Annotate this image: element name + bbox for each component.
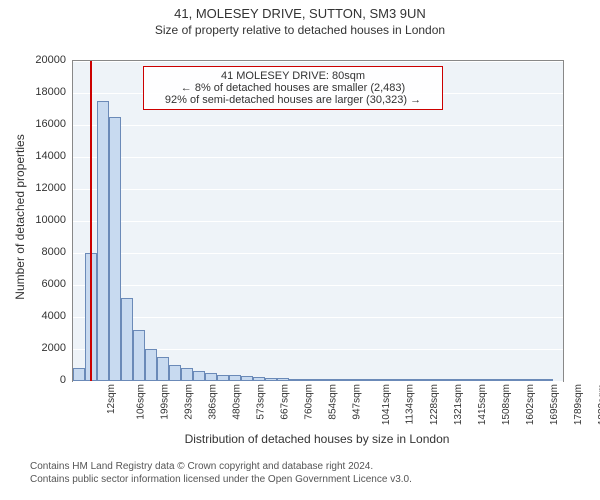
grid-line xyxy=(73,61,563,62)
x-tick-label: 1789sqm xyxy=(573,384,584,425)
x-tick-label: 480sqm xyxy=(232,384,243,420)
x-tick-label: 1508sqm xyxy=(501,384,512,425)
x-tick-label: 1695sqm xyxy=(549,384,560,425)
histogram-bar xyxy=(277,378,289,381)
histogram-bar xyxy=(157,357,169,381)
annotation-line: 92% of semi-detached houses are larger (… xyxy=(150,94,436,106)
histogram-bar xyxy=(541,379,553,381)
histogram-bar xyxy=(397,379,409,381)
footer-attribution: Contains HM Land Registry data © Crown c… xyxy=(30,460,412,486)
histogram-bar xyxy=(493,379,505,381)
histogram-bar xyxy=(385,379,397,381)
x-tick-label: 1415sqm xyxy=(477,384,488,425)
histogram-bar xyxy=(349,379,361,381)
histogram-bar xyxy=(133,330,145,381)
histogram-bar xyxy=(457,379,469,381)
histogram-bar xyxy=(97,101,109,381)
y-tick-label: 6000 xyxy=(0,278,66,290)
grid-line xyxy=(73,381,563,382)
x-tick-label: 573sqm xyxy=(256,384,267,420)
histogram-bar xyxy=(181,368,193,381)
x-tick-label: 1228sqm xyxy=(429,384,440,425)
y-tick-label: 16000 xyxy=(0,118,66,130)
property-marker-line xyxy=(90,61,92,381)
plot-area: 41 MOLESEY DRIVE: 80sqm← 8% of detached … xyxy=(72,60,564,382)
histogram-bar xyxy=(205,373,217,381)
x-tick-label: 1134sqm xyxy=(405,384,416,424)
y-tick-label: 10000 xyxy=(0,214,66,226)
histogram-bar xyxy=(265,378,277,381)
x-tick-label: 106sqm xyxy=(136,384,147,420)
x-tick-label: 854sqm xyxy=(328,384,339,420)
histogram-bar xyxy=(529,379,541,381)
histogram-bar xyxy=(229,375,241,381)
y-tick-label: 4000 xyxy=(0,310,66,322)
x-tick-label: 1602sqm xyxy=(525,384,536,425)
y-tick-label: 0 xyxy=(0,374,66,386)
histogram-bar xyxy=(517,379,529,381)
histogram-bar xyxy=(445,379,457,381)
grid-line xyxy=(73,285,563,286)
histogram-bar xyxy=(253,377,265,381)
x-tick-label: 199sqm xyxy=(160,384,171,420)
histogram-bar xyxy=(121,298,133,381)
footer-line-1: Contains HM Land Registry data © Crown c… xyxy=(30,460,412,473)
chart-subtitle: Size of property relative to detached ho… xyxy=(0,21,600,37)
histogram-bar xyxy=(481,379,493,381)
x-tick-label: 1321sqm xyxy=(453,384,464,425)
grid-line xyxy=(73,125,563,126)
histogram-bar xyxy=(241,376,253,381)
grid-line xyxy=(73,189,563,190)
histogram-bar xyxy=(73,368,85,381)
x-tick-label: 386sqm xyxy=(208,384,219,420)
histogram-bar xyxy=(325,379,337,381)
grid-line xyxy=(73,253,563,254)
annotation-line: ← 8% of detached houses are smaller (2,4… xyxy=(150,82,436,94)
x-tick-label: 760sqm xyxy=(304,384,315,420)
histogram-bar xyxy=(193,371,205,381)
x-tick-label: 12sqm xyxy=(106,384,117,414)
x-tick-label: 667sqm xyxy=(280,384,291,420)
y-tick-label: 2000 xyxy=(0,342,66,354)
annotation-line: 41 MOLESEY DRIVE: 80sqm xyxy=(150,70,436,82)
histogram-bar xyxy=(505,379,517,381)
footer-line-2: Contains public sector information licen… xyxy=(30,473,412,486)
x-tick-label: 293sqm xyxy=(184,384,195,420)
histogram-bar xyxy=(301,379,313,381)
histogram-bar xyxy=(433,379,445,381)
histogram-bar xyxy=(313,379,325,381)
y-tick-label: 18000 xyxy=(0,86,66,98)
histogram-bar xyxy=(469,379,481,381)
annotation-box: 41 MOLESEY DRIVE: 80sqm← 8% of detached … xyxy=(143,66,443,110)
y-tick-label: 8000 xyxy=(0,246,66,258)
histogram-bar xyxy=(145,349,157,381)
histogram-bar xyxy=(217,375,229,381)
histogram-bar xyxy=(109,117,121,381)
histogram-bar xyxy=(409,379,421,381)
x-tick-label: 1041sqm xyxy=(381,384,392,425)
grid-line xyxy=(73,317,563,318)
histogram-bar xyxy=(373,379,385,381)
histogram-bar xyxy=(169,365,181,381)
grid-line xyxy=(73,221,563,222)
y-tick-label: 14000 xyxy=(0,150,66,162)
x-axis-label: Distribution of detached houses by size … xyxy=(72,432,562,446)
x-tick-label: 947sqm xyxy=(352,384,363,420)
y-tick-label: 20000 xyxy=(0,54,66,66)
chart-title: 41, MOLESEY DRIVE, SUTTON, SM3 9UN xyxy=(0,0,600,21)
histogram-bar xyxy=(337,379,349,381)
grid-line xyxy=(73,157,563,158)
y-axis-label: Number of detached properties xyxy=(13,107,27,327)
y-tick-label: 12000 xyxy=(0,182,66,194)
histogram-bar xyxy=(361,379,373,381)
histogram-bar xyxy=(421,379,433,381)
histogram-bar xyxy=(289,379,301,381)
